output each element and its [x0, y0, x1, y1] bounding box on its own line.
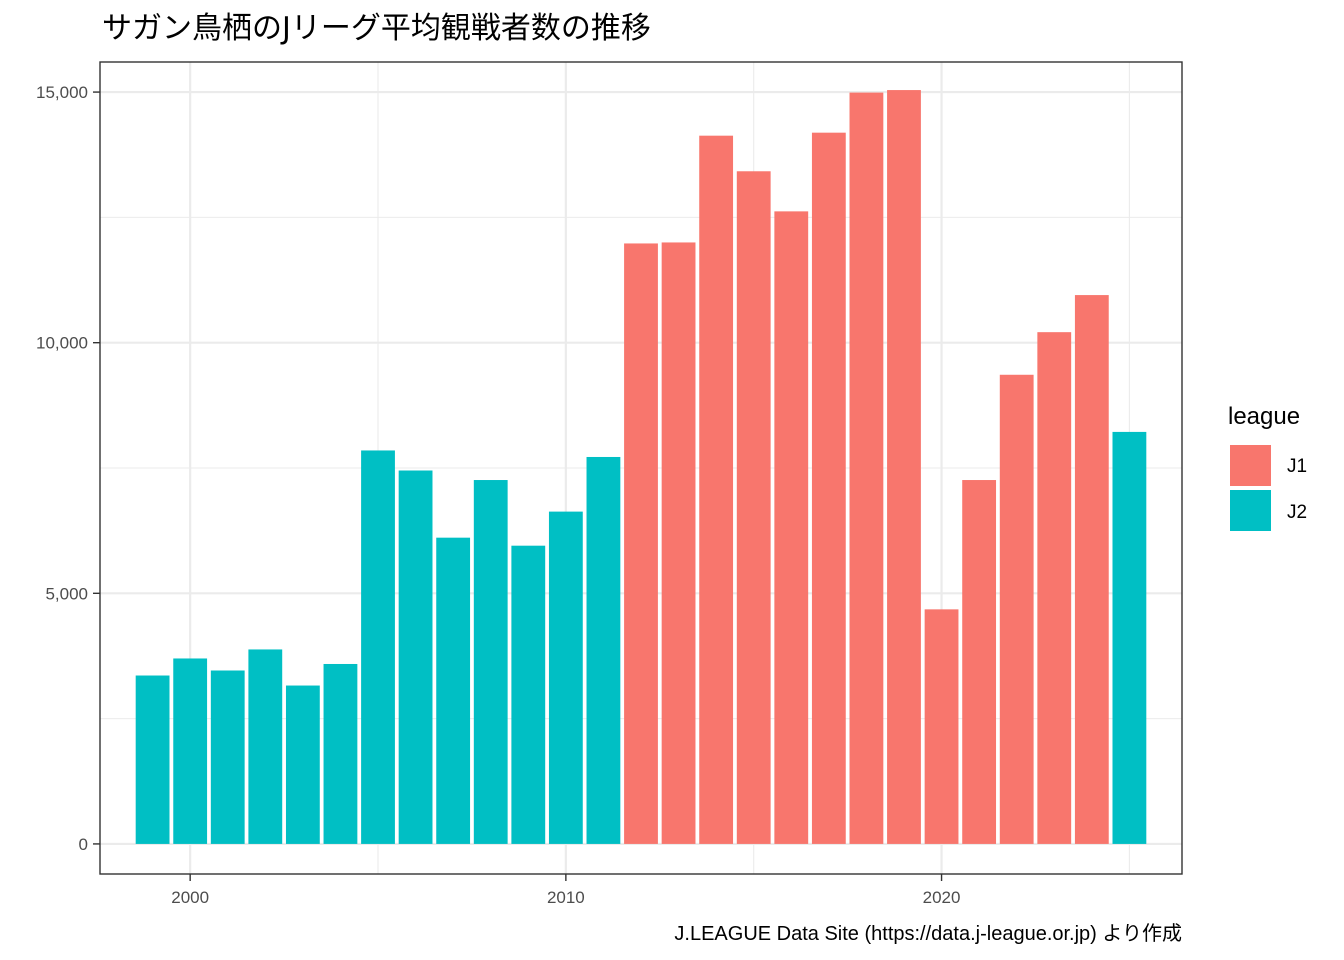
bar-2002 [248, 649, 283, 844]
bar-2006 [398, 470, 433, 844]
legend-label-j1: J1 [1287, 456, 1307, 477]
bar-1999 [135, 675, 170, 844]
bar-2004 [323, 663, 358, 844]
bar-2012 [624, 243, 658, 844]
bar-2023 [1037, 332, 1072, 844]
bar-2016 [774, 211, 809, 844]
legend: league J1 J2 [1228, 403, 1307, 531]
bar-2025 [1112, 431, 1147, 844]
y-tick-label: 10,000 [36, 334, 88, 353]
bar-2005 [361, 450, 395, 844]
y-tick-label: 15,000 [36, 83, 88, 102]
bar-2020 [924, 609, 959, 844]
bar-2022 [999, 374, 1034, 844]
legend-label-j2: J2 [1287, 502, 1307, 523]
y-tick-label: 5,000 [45, 584, 88, 603]
chart-title: サガン鳥栖のJリーグ平均観戦者数の推移 [102, 11, 651, 46]
bar-series [135, 90, 1147, 844]
x-tick-label: 2000 [171, 888, 209, 907]
bar-2011 [586, 456, 621, 844]
bar-2014 [699, 135, 734, 844]
bar-2009 [511, 545, 546, 844]
y-tick-label: 0 [79, 835, 88, 854]
bar-2007 [436, 537, 471, 844]
bar-2013 [661, 242, 696, 844]
bar-2001 [210, 670, 245, 844]
bar-2015 [736, 171, 771, 844]
legend-key-j1 [1230, 445, 1271, 486]
chart-caption: J.LEAGUE Data Site (https://data.j-leagu… [674, 922, 1182, 945]
y-axis: 0 5,000 10,000 15,000 [36, 83, 100, 854]
legend-title: league [1228, 403, 1300, 430]
x-tick-label: 2020 [923, 888, 961, 907]
bar-2008 [473, 480, 508, 844]
legend-key-j2 [1230, 490, 1271, 531]
bar-2000 [173, 658, 208, 844]
x-axis: 2000 2010 2020 [171, 874, 960, 907]
x-tick-label: 2010 [547, 888, 585, 907]
bar-2003 [285, 685, 320, 844]
bar-2021 [962, 480, 997, 844]
bar-2019 [887, 90, 921, 844]
bar-2010 [548, 511, 583, 844]
bar-2018 [849, 92, 884, 844]
plot-panel-border [99, 61, 1183, 875]
bar-2024 [1074, 295, 1109, 844]
bar-2017 [811, 132, 846, 844]
